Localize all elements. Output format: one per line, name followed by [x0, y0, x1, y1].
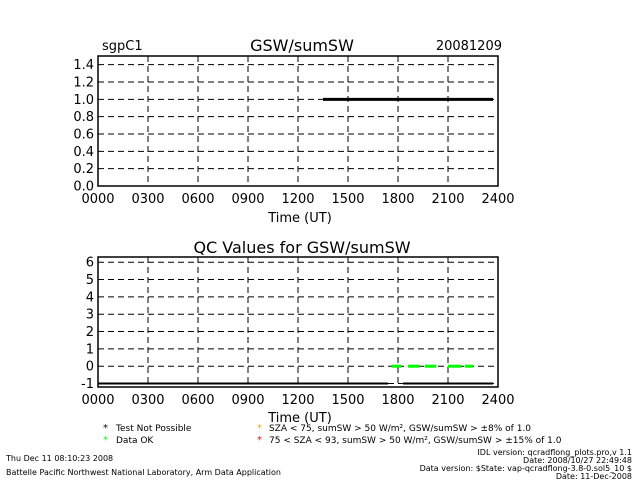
- legend-symbol: *: [103, 435, 108, 446]
- x-tick-labels: 0000 0300 0600 0900 1200 1500 1800 2100 2400: [81, 393, 514, 408]
- x-tick-label: 1200: [281, 393, 314, 408]
- y-tick-label: 1.0: [73, 93, 94, 108]
- legend-item-bad: * 75 < SZA < 93, sumSW > 50 W/m², GSW/su…: [257, 435, 562, 446]
- x-tick-label: 0000: [81, 393, 114, 408]
- idl-date: Date: 2008/10/27 22:49:48: [523, 456, 632, 465]
- legend-symbol: *: [257, 423, 262, 434]
- y-tick-label: 2: [86, 325, 94, 340]
- x-axis-label: Time (UT): [267, 411, 332, 426]
- y-tick-label: 0.2: [73, 162, 94, 177]
- legend-item-warning: * SZA < 75, sumSW > 50 W/m², GSW/sumSW >…: [257, 423, 531, 434]
- x-tick-label: 2400: [481, 192, 514, 207]
- legend-item-test-not-possible: * Test Not Possible: [103, 423, 192, 434]
- x-tick-labels: 0000 0300 0600 0900 1200 1500 1800 2100 2400: [81, 192, 514, 207]
- y-tick-label: 4: [86, 290, 94, 305]
- x-tick-label: 1500: [331, 192, 364, 207]
- y-tick-labels: -1 0 1 2 3 4 5 6: [81, 256, 94, 392]
- x-tick-label: 0300: [131, 192, 164, 207]
- y-tick-labels: 0.0 0.2 0.4 0.6 0.8 1.0 1.2 1.4: [73, 58, 94, 194]
- legend-label: Data OK: [116, 436, 154, 446]
- x-tick-label: 0600: [181, 393, 214, 408]
- y-tick-label: -1: [81, 377, 94, 392]
- legend-label: 75 < SZA < 93, sumSW > 50 W/m², GSW/sumS…: [269, 436, 562, 446]
- footer: Thu Dec 11 08:10:23 2008 Battelle Pacifi…: [5, 448, 632, 480]
- site-label: sgpC1: [102, 39, 143, 54]
- x-axis-label: Time (UT): [267, 211, 332, 226]
- legend-symbol: *: [257, 435, 262, 446]
- legend-label: SZA < 75, sumSW > 50 W/m², GSW/sumSW > ±…: [269, 424, 531, 434]
- x-tick-label: 2100: [431, 393, 464, 408]
- plot-frame: [97, 55, 499, 187]
- y-tick-label: 0.0: [73, 180, 94, 195]
- data-version: Data version: $State: vap-qcradflong-3.8…: [420, 464, 632, 473]
- x-tick-label: 1500: [331, 393, 364, 408]
- y-tick-label: 0: [86, 360, 94, 375]
- x-tick-label: 1800: [381, 393, 414, 408]
- y-tick-label: 0.6: [73, 128, 94, 143]
- plot-title: GSW/sumSW: [250, 36, 354, 55]
- legend: * Test Not Possible * Data OK * SZA < 75…: [103, 423, 562, 446]
- gridlines: [98, 56, 498, 187]
- y-tick-label: 6: [86, 256, 94, 271]
- plot-title: QC Values for GSW/sumSW: [193, 238, 410, 257]
- x-tick-label: 2400: [481, 393, 514, 408]
- idl-version: IDL version: qcradflong_plots.pro,v 1.1: [477, 448, 632, 457]
- qc-plot: QC Values for GSW/sumSW 0000 0300 0600 0900…: [81, 238, 515, 426]
- ratio-plot: sgpC1 GSW/sumSW 20081209 0000 0300 0600 090…: [73, 36, 514, 226]
- gridlines: [98, 257, 498, 387]
- generated-timestamp: Thu Dec 11 08:10:23 2008: [5, 454, 113, 463]
- x-tick-label: 0600: [181, 192, 214, 207]
- x-tick-label: 0900: [231, 192, 264, 207]
- y-tick-label: 5: [86, 273, 94, 288]
- x-tick-label: 1800: [381, 192, 414, 207]
- x-tick-label: 0900: [231, 393, 264, 408]
- y-tick-label: 0.4: [73, 145, 94, 160]
- plot-frame: [97, 256, 499, 388]
- x-tick-label: 0000: [81, 192, 114, 207]
- data-series: [98, 364, 493, 385]
- date-label: 20081209: [436, 39, 502, 54]
- institution-label: Battelle Pacific Northwest National Labo…: [6, 468, 281, 477]
- x-tick-label: 2100: [431, 192, 464, 207]
- data-date: Date: 11-Dec-2008: [556, 472, 632, 480]
- y-tick-label: 1.2: [73, 76, 94, 91]
- legend-symbol: *: [103, 423, 108, 434]
- legend-item-data-ok: * Data OK: [103, 435, 154, 446]
- y-tick-label: 3: [86, 308, 94, 323]
- legend-label: Test Not Possible: [115, 424, 192, 434]
- y-tick-label: 0.8: [73, 110, 94, 125]
- x-tick-label: 1200: [281, 192, 314, 207]
- y-tick-label: 1.4: [73, 58, 94, 73]
- x-tick-label: 0300: [131, 393, 164, 408]
- y-tick-label: 1: [86, 342, 94, 357]
